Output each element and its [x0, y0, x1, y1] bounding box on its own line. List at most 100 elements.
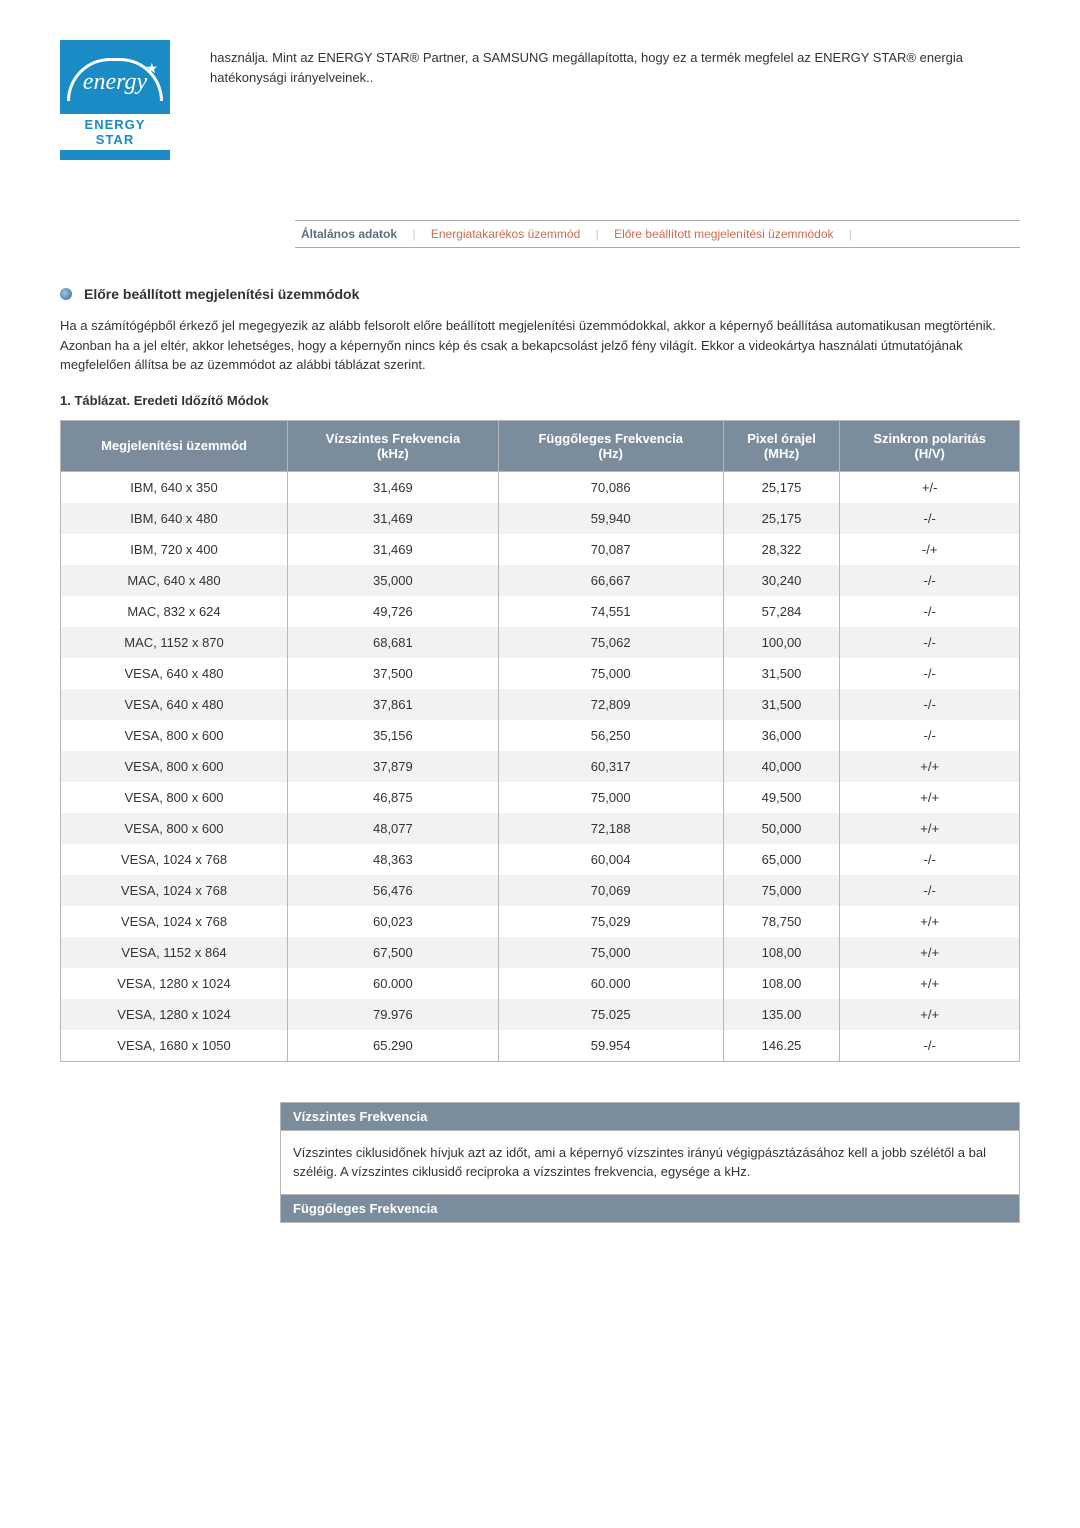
table-cell: 78,750 — [723, 906, 840, 937]
def-horizontal-body: Vízszintes ciklusidőnek hívjuk azt az id… — [280, 1131, 1020, 1194]
table-cell: 28,322 — [723, 534, 840, 565]
table-cell: 49,726 — [288, 596, 499, 627]
table-row: VESA, 800 x 60046,87575,00049,500+/+ — [61, 782, 1020, 813]
table-cell: +/+ — [840, 751, 1020, 782]
def-vertical-title: Függőleges Frekvencia — [280, 1194, 1020, 1223]
table-cell: -/- — [840, 565, 1020, 596]
table-cell: IBM, 640 x 480 — [61, 503, 288, 534]
table-cell: 46,875 — [288, 782, 499, 813]
table-row: VESA, 1152 x 86467,50075,000108,00+/+ — [61, 937, 1020, 968]
table-cell: +/+ — [840, 937, 1020, 968]
table-cell: 59,940 — [498, 503, 723, 534]
table-cell: -/- — [840, 720, 1020, 751]
table-cell: 25,175 — [723, 471, 840, 503]
table-cell: 31,500 — [723, 658, 840, 689]
table-cell: 72,809 — [498, 689, 723, 720]
table-cell: 48,077 — [288, 813, 499, 844]
section-title: Előre beállított megjelenítési üzemmódok — [84, 286, 359, 302]
tab-preset-modes[interactable]: Előre beállított megjelenítési üzemmódok — [608, 227, 839, 241]
table-header-cell: Vízszintes Frekvencia (kHz) — [288, 420, 499, 471]
table-cell: 108.00 — [723, 968, 840, 999]
table-caption: 1. Táblázat. Eredeti Időzítő Módok — [60, 393, 1020, 408]
table-header-cell: Függőleges Frekvencia (Hz) — [498, 420, 723, 471]
table-cell: 35,000 — [288, 565, 499, 596]
table-cell: VESA, 800 x 600 — [61, 751, 288, 782]
section-heading: Előre beállított megjelenítési üzemmódok — [60, 286, 1020, 302]
table-cell: 31,469 — [288, 503, 499, 534]
tab-general[interactable]: Általános adatok — [295, 227, 403, 241]
table-cell: 100,00 — [723, 627, 840, 658]
table-cell: 65.290 — [288, 1030, 499, 1062]
table-header-cell: Pixel órajel (MHz) — [723, 420, 840, 471]
table-header-cell: Szinkron polaritás (H/V) — [840, 420, 1020, 471]
table-cell: 66,667 — [498, 565, 723, 596]
table-cell: -/- — [840, 1030, 1020, 1062]
tab-powersave[interactable]: Energiatakarékos üzemmód — [425, 227, 586, 241]
tab-divider: | — [843, 227, 858, 241]
table-row: VESA, 1024 x 76848,36360,00465,000-/- — [61, 844, 1020, 875]
table-cell: 79.976 — [288, 999, 499, 1030]
table-cell: VESA, 1024 x 768 — [61, 844, 288, 875]
table-cell: +/+ — [840, 906, 1020, 937]
table-row: MAC, 1152 x 87068,68175,062100,00-/- — [61, 627, 1020, 658]
table-cell: VESA, 1024 x 768 — [61, 875, 288, 906]
table-row: IBM, 640 x 48031,46959,94025,175-/- — [61, 503, 1020, 534]
table-cell: 48,363 — [288, 844, 499, 875]
table-cell: -/- — [840, 658, 1020, 689]
table-cell: MAC, 832 x 624 — [61, 596, 288, 627]
top-section: ★ energy ENERGY STAR használja. Mint az … — [60, 40, 1020, 160]
table-cell: 35,156 — [288, 720, 499, 751]
table-cell: 50,000 — [723, 813, 840, 844]
table-cell: 60,023 — [288, 906, 499, 937]
table-cell: 74,551 — [498, 596, 723, 627]
tab-divider: | — [590, 227, 605, 241]
table-cell: VESA, 1152 x 864 — [61, 937, 288, 968]
table-row: IBM, 640 x 35031,46970,08625,175+/- — [61, 471, 1020, 503]
table-cell: 135.00 — [723, 999, 840, 1030]
table-cell: 31,469 — [288, 471, 499, 503]
star-icon: ★ — [145, 60, 158, 77]
table-cell: 31,469 — [288, 534, 499, 565]
table-cell: 56,250 — [498, 720, 723, 751]
table-cell: 31,500 — [723, 689, 840, 720]
table-cell: -/- — [840, 844, 1020, 875]
logo-bar-text: ENERGY STAR — [60, 114, 170, 150]
table-cell: 108,00 — [723, 937, 840, 968]
table-row: VESA, 1024 x 76856,47670,06975,000-/- — [61, 875, 1020, 906]
table-cell: 60.000 — [498, 968, 723, 999]
table-cell: -/- — [840, 689, 1020, 720]
table-cell: 36,000 — [723, 720, 840, 751]
table-cell: 37,861 — [288, 689, 499, 720]
table-cell: 60,317 — [498, 751, 723, 782]
table-cell: 67,500 — [288, 937, 499, 968]
table-cell: 60.000 — [288, 968, 499, 999]
table-row: VESA, 800 x 60035,15656,25036,000-/- — [61, 720, 1020, 751]
table-cell: IBM, 640 x 350 — [61, 471, 288, 503]
table-cell: 72,188 — [498, 813, 723, 844]
table-cell: 75,000 — [723, 875, 840, 906]
table-cell: 146.25 — [723, 1030, 840, 1062]
table-body: IBM, 640 x 35031,46970,08625,175+/-IBM, … — [61, 471, 1020, 1061]
table-cell: VESA, 640 x 480 — [61, 658, 288, 689]
table-cell: +/+ — [840, 999, 1020, 1030]
table-cell: MAC, 1152 x 870 — [61, 627, 288, 658]
table-cell: 56,476 — [288, 875, 499, 906]
table-cell: 30,240 — [723, 565, 840, 596]
table-cell: 60,004 — [498, 844, 723, 875]
table-cell: 59.954 — [498, 1030, 723, 1062]
energy-star-logo: ★ energy ENERGY STAR — [60, 40, 170, 160]
table-cell: 75,000 — [498, 782, 723, 813]
bullet-icon — [60, 288, 72, 300]
logo-graphic: ★ energy — [60, 50, 170, 114]
table-cell: 57,284 — [723, 596, 840, 627]
table-cell: VESA, 1280 x 1024 — [61, 999, 288, 1030]
table-row: MAC, 832 x 62449,72674,55157,284-/- — [61, 596, 1020, 627]
def-horizontal-title: Vízszintes Frekvencia — [280, 1102, 1020, 1131]
table-cell: -/- — [840, 627, 1020, 658]
table-cell: MAC, 640 x 480 — [61, 565, 288, 596]
table-cell: 70,086 — [498, 471, 723, 503]
table-cell: -/- — [840, 503, 1020, 534]
table-cell: 65,000 — [723, 844, 840, 875]
table-cell: VESA, 640 x 480 — [61, 689, 288, 720]
table-row: VESA, 1680 x 105065.29059.954146.25-/- — [61, 1030, 1020, 1062]
